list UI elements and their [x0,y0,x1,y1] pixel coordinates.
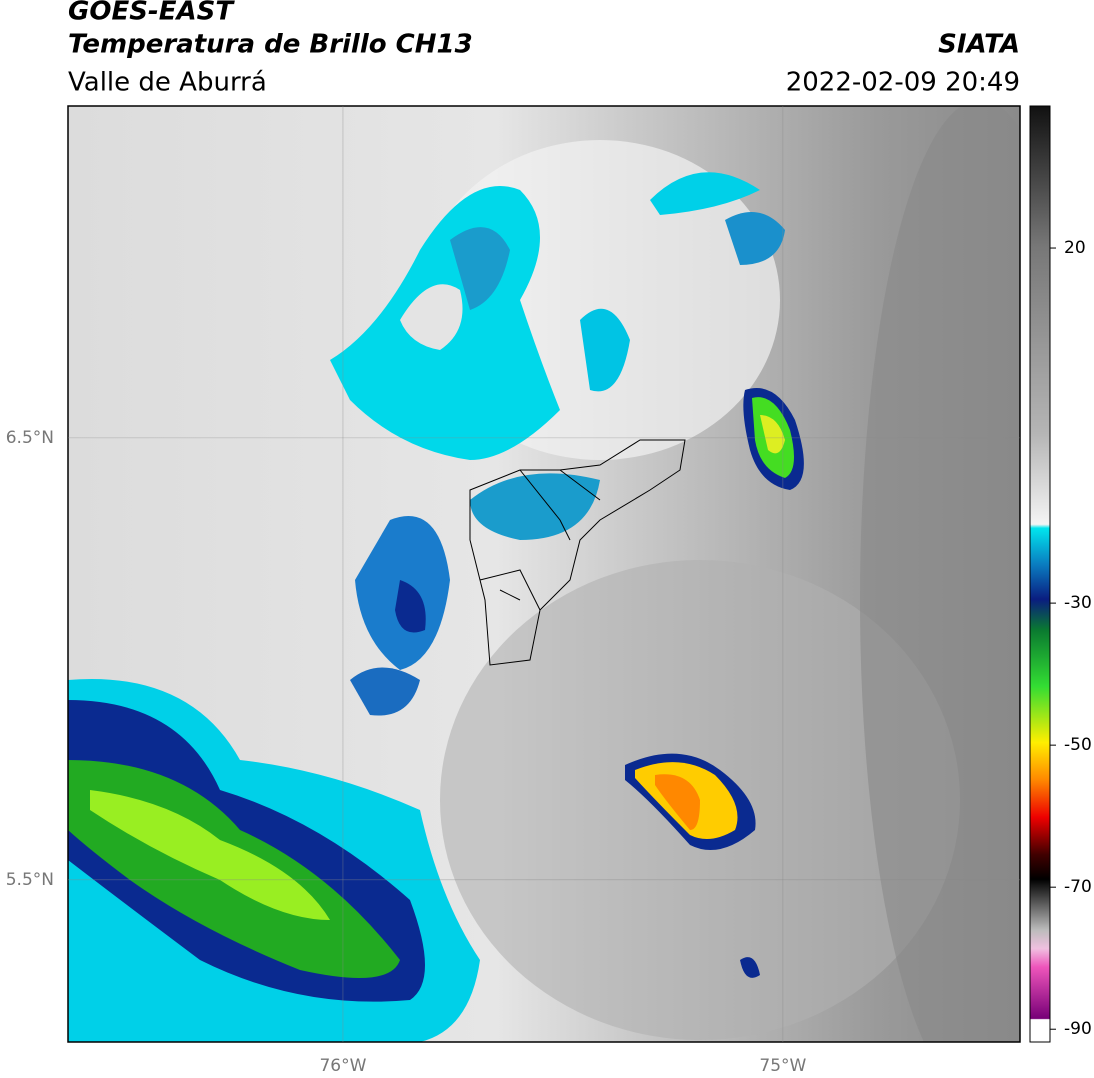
x-tick-label: 76°W [319,1056,366,1076]
region: Valle de Aburrá [68,68,267,98]
colorbar-tick-label: -30 [1064,593,1092,613]
colorbar-tick-label: 20 [1064,238,1086,258]
y-tick-label: 5.5°N [6,870,54,890]
y-tick-label: 6.5°N [6,428,54,448]
x-tick-label: 75°W [759,1056,806,1076]
colorbar [1029,105,1051,1043]
colorbar-tick-label: -50 [1064,735,1092,755]
source: SIATA [938,30,1020,60]
satellite: GOES-EAST [68,0,235,27]
map-frame [67,105,1021,1043]
datetime: 2022-02-09 20:49 [786,68,1020,98]
satellite-image [68,106,1020,1042]
colorbar-tick-label: -70 [1064,877,1092,897]
colorbar-tick-label: -90 [1064,1019,1092,1039]
product: Temperatura de Brillo CH13 [68,30,473,60]
